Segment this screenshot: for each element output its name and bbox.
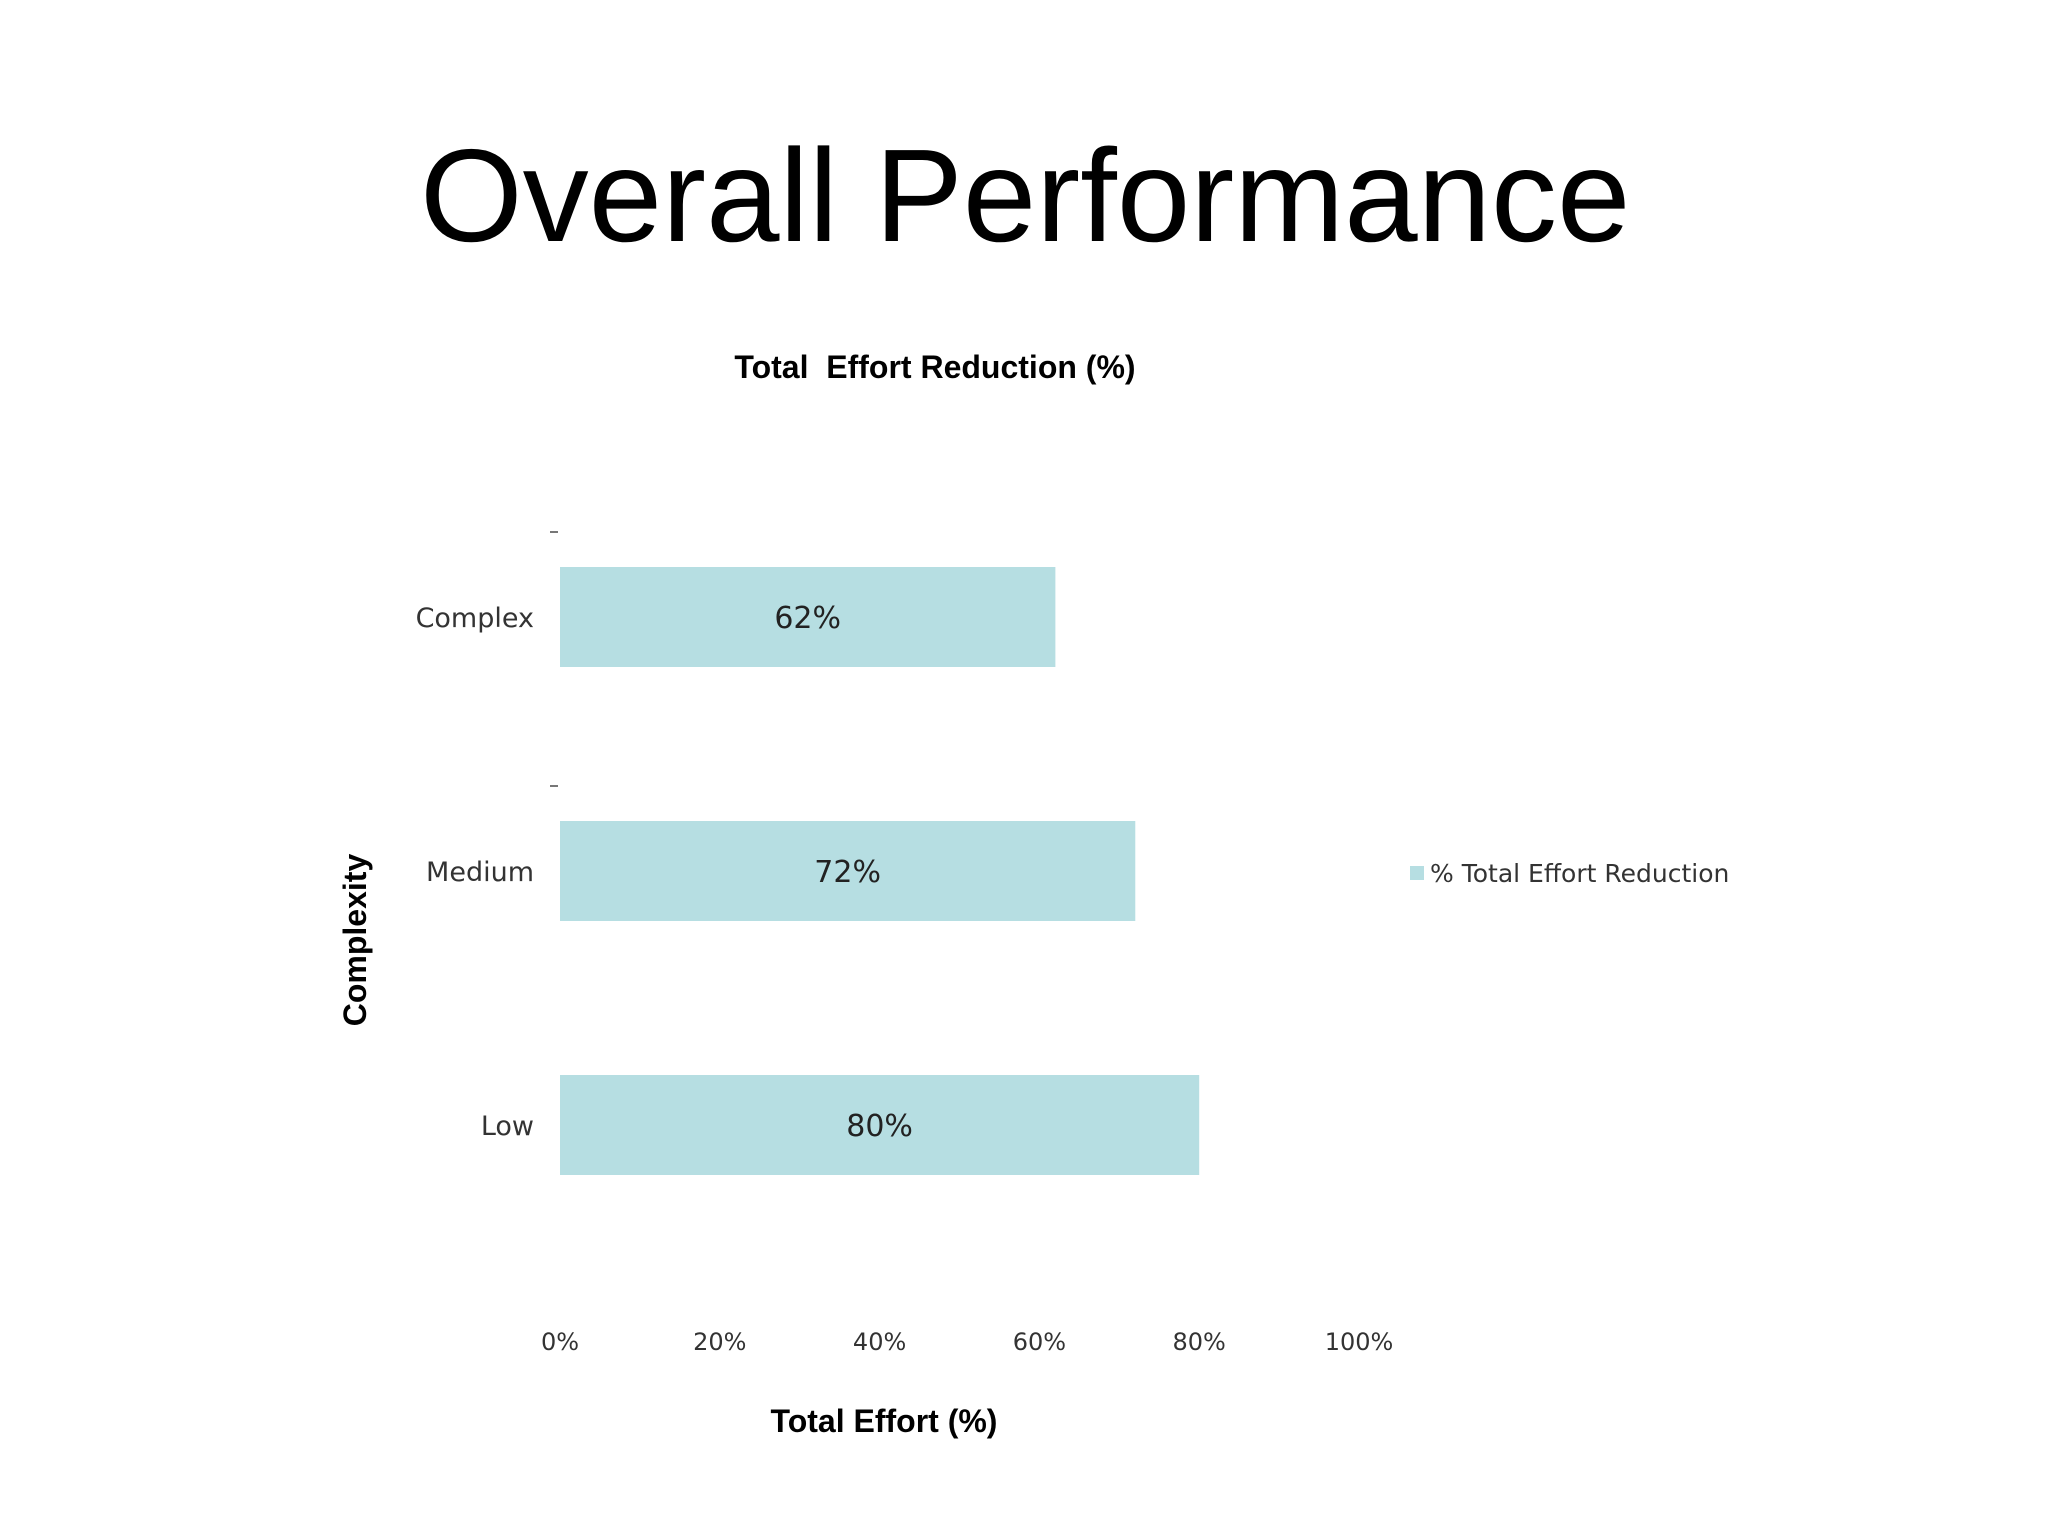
plot-area: 62% Complex 72% Medium 80% Low 0% 20% 40% 60% 80% 1… [416,531,1394,1356]
y-tick-label-low: Low [481,1111,534,1142]
y-tick-label-complex: Complex [416,603,534,634]
x-axis-label: Total Effort (%) [771,1403,998,1439]
data-label-low: 80% [846,1109,913,1144]
x-tick-label: 20% [693,1328,746,1356]
data-label-medium: 72% [814,855,881,890]
chart-title: Total Effort Reduction (%) [734,349,1135,385]
slide-title: Overall Performance [420,122,1631,269]
data-label-complex: 62% [774,601,841,636]
legend-swatch [1410,866,1424,880]
bar-medium [560,821,1136,921]
bar-low [560,1075,1200,1175]
y-tick-label-medium: Medium [426,857,534,888]
legend: % Total Effort Reduction [1410,859,1729,888]
x-tick-label: 60% [1013,1328,1066,1356]
legend-label: % Total Effort Reduction [1430,859,1729,888]
x-tick-label: 80% [1173,1328,1226,1356]
x-tick-label: 0% [541,1328,579,1356]
x-tick-label: 40% [853,1328,906,1356]
x-tick-label: 100% [1325,1328,1394,1356]
bar-complex [560,567,1056,667]
y-axis-label: Complexity [337,854,373,1027]
